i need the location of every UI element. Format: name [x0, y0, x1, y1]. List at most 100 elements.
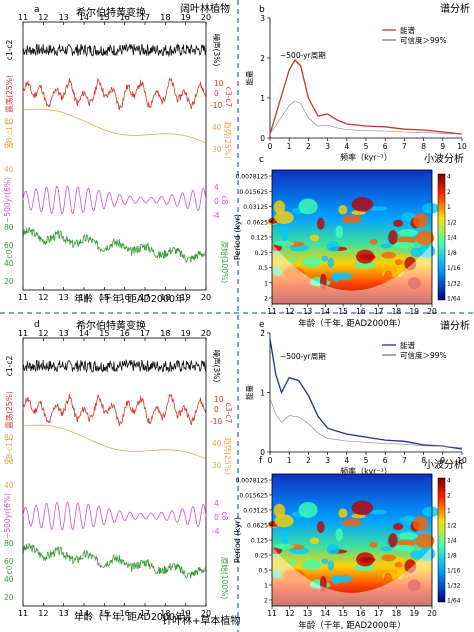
wavelet-x-tick-label: 20 — [427, 609, 437, 618]
colorbar — [437, 477, 446, 603]
wavelet-blob — [301, 559, 323, 571]
wavelet-blob — [393, 241, 415, 249]
x-tick-label-bottom: 15 — [99, 609, 109, 618]
x-tick-label-bottom: 19 — [181, 609, 191, 618]
wavelet-blob — [412, 212, 429, 228]
panel-letter-e: e — [259, 320, 265, 330]
wavelet-blob — [273, 200, 286, 215]
noise-series — [22, 43, 207, 58]
wavelet-blob — [281, 226, 289, 242]
spectrum-x-tick-label: 3 — [325, 456, 330, 465]
wavelet-blob — [330, 272, 353, 281]
tick-500-0: 0 — [214, 197, 219, 206]
tick-trend-60: 60 — [4, 141, 14, 150]
spectrum-line — [269, 338, 463, 450]
wavelet-blob — [396, 565, 404, 580]
trend-series — [23, 108, 207, 144]
label-500yr: ~500yr(6%) — [3, 177, 12, 223]
wavelet-blob — [354, 260, 376, 269]
tick-trend-r40: 40 — [212, 123, 222, 132]
wavelet-blob — [351, 500, 374, 516]
wavelet-blob — [410, 550, 423, 560]
x-tick-label-bottom: 16 — [120, 293, 130, 302]
wavelet-y-tick-label: 0.125 — [251, 235, 268, 242]
colorbar-tick-label: 1/2 — [447, 219, 457, 226]
wavelet-blob — [319, 273, 327, 290]
x-tick-label-top: 18 — [160, 329, 170, 338]
wavelet-blob — [396, 263, 404, 278]
x-tick-label-top: 12 — [38, 329, 48, 338]
colorbar-tick-label: 1/16 — [447, 568, 461, 575]
wavelet-blob — [298, 198, 318, 215]
spectrum-x-tick-label: 5 — [364, 456, 369, 465]
tick-orig-60: 60 — [4, 241, 14, 250]
wavelet-blob — [398, 229, 418, 237]
oscillation-series — [22, 77, 207, 110]
wavelet-blob — [393, 219, 404, 227]
wavelet-x-tick-label: 14 — [321, 307, 331, 316]
wavelet-ylabel: Period (kyr) — [233, 517, 242, 563]
x-tick-label-top: 13 — [59, 329, 69, 338]
wavelet-blob — [298, 501, 318, 518]
x-tick-label-bottom: 14 — [79, 609, 89, 618]
tick-500-0: 0 — [214, 513, 219, 522]
panel-letter-b: b — [259, 5, 265, 15]
x-tick-label-bottom: 12 — [38, 293, 48, 302]
wavelet-title-top: 小波分析 — [424, 152, 464, 165]
wavelet-blob — [321, 255, 329, 262]
wavelet-blob — [309, 537, 320, 545]
label-oscillation: 震荡(25%) — [4, 391, 14, 429]
spectrum-x-tick-label: 10 — [457, 142, 467, 151]
label-c8c11: c8-c11 — [5, 437, 14, 462]
colorbar-tick-label: 1/4 — [447, 235, 457, 242]
wavelet-y-tick-label: 0.03125 — [243, 508, 268, 515]
label-c8: c8 — [220, 512, 229, 521]
hht-panel-top: 11 11 12 12 13 13 14 14 15 15 16 16 17 17 18 18 19 19 20 20… — [3, 13, 233, 302]
x-tick-label-top: 11 — [18, 13, 28, 22]
tick-osc-m10: -10 — [210, 101, 222, 110]
wavelet-x-tick-label: 18 — [392, 307, 402, 316]
wavelet-blob — [271, 244, 283, 252]
panel-letter-c: c — [259, 155, 264, 165]
wavelet-blob — [415, 230, 435, 246]
peak-annotation: ~500-yr周期 — [280, 352, 326, 361]
confidence-line — [269, 398, 463, 448]
colorbar-tick-label: 1/8 — [447, 553, 457, 560]
spectrum-y-tick-label: 0 — [260, 134, 265, 143]
wavelet-blob — [393, 254, 405, 261]
x-tick-label-bottom: 13 — [59, 293, 69, 302]
x-tick-label-bottom: 19 — [181, 293, 191, 302]
wavelet-blob — [393, 557, 405, 564]
wavelet-x-tick-label: 12 — [285, 307, 295, 316]
wavelet-y-tick-label: 1 — [264, 280, 268, 287]
spectrum-x-tick-label: 3 — [325, 142, 330, 151]
wavelet-y-tick-label: 0.25 — [255, 250, 269, 257]
wavelet-blob — [342, 215, 362, 224]
wavelet-blob — [418, 546, 436, 561]
wavelet-blob — [326, 241, 340, 252]
tick-osc-10: 10 — [214, 79, 224, 88]
x-tick-label-top: 15 — [99, 13, 109, 22]
x-tick-label-top: 14 — [79, 329, 89, 338]
tick-trend-40: 40 — [4, 165, 14, 174]
tick-trend-r30: 30 — [212, 461, 222, 470]
colorbar-tick-label: 2 — [447, 493, 451, 500]
wavelet-blob — [283, 569, 305, 581]
hht-frame — [22, 21, 207, 291]
wavelet-panel-bottom: 0.0078125 0.015625 0.03125 0.0625 0.125 0.25 0… — [233, 473, 461, 631]
tick-trend-r40: 40 — [212, 439, 222, 448]
wavelet-blob — [410, 247, 423, 258]
spectrum-x-tick-label: 2 — [306, 456, 311, 465]
legend-label-spectrum: 能谱 — [400, 340, 415, 350]
wavelet-blob — [287, 257, 298, 263]
wavelet-ylabel: Period (kyr) — [233, 214, 242, 260]
plant-type-bottom: 针叶林+草本植物 — [162, 614, 240, 627]
spectrum-x-tick-label: 6 — [383, 142, 388, 151]
x-tick-label-bottom: 18 — [160, 293, 170, 302]
colorbar-tick-label: 1/64 — [447, 296, 461, 303]
wavelet-blob — [273, 503, 286, 518]
wavelet-x-tick-label: 16 — [356, 307, 366, 316]
wavelet-x-tick-label: 14 — [321, 609, 331, 618]
spectrum-x-tick-label: 2 — [306, 142, 311, 151]
spectrum-x-tick-label: 10 — [457, 456, 467, 465]
